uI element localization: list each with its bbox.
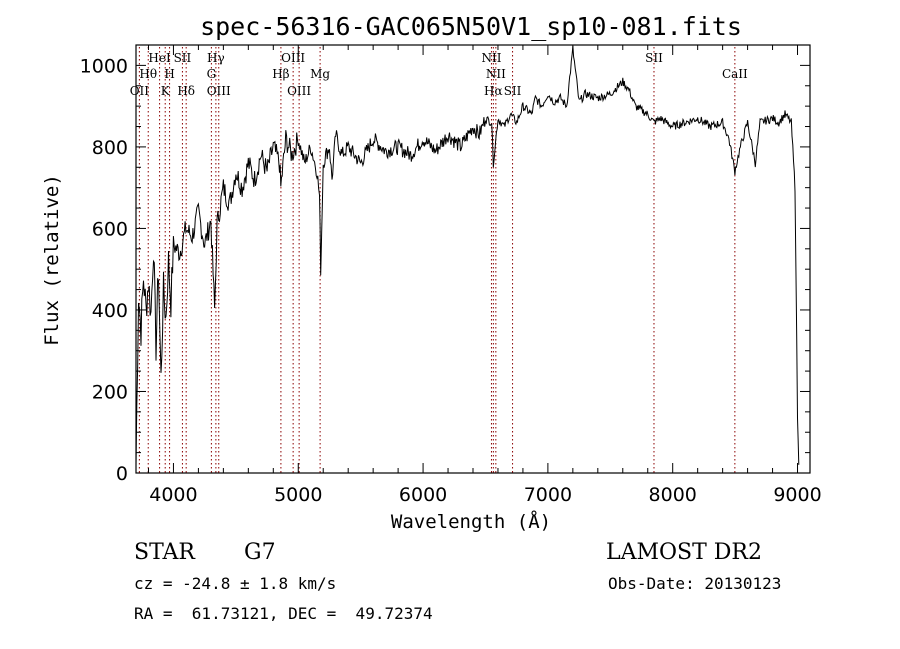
emission-line-label: K xyxy=(161,84,171,98)
emission-line-label: Hα xyxy=(484,84,503,98)
emission-line-label: Hγ xyxy=(207,51,225,65)
x-tick-label: 5000 xyxy=(274,484,322,506)
object-class: STAR xyxy=(134,540,195,565)
y-tick-label: 400 xyxy=(92,300,128,322)
x-tick-label: 8000 xyxy=(649,484,697,506)
emission-line-label: Hβ xyxy=(272,67,289,81)
y-tick-label: 1000 xyxy=(80,55,128,77)
spectrum-line xyxy=(135,45,800,466)
emission-line-label: G xyxy=(207,67,217,81)
emission-line-label: Hθ xyxy=(139,67,157,81)
y-axis-label: Flux (relative) xyxy=(41,174,63,346)
emission-line-label: NII xyxy=(481,51,501,65)
survey-name: LAMOST DR2 xyxy=(606,540,762,565)
emission-line-label: SII xyxy=(504,84,522,98)
emission-line-label: OIII xyxy=(207,84,231,98)
line-labels: OIIHθHeIKHSIIHδHγGOIIIHβOIIIOIIIMgNIINII… xyxy=(130,51,748,98)
y-tick-label: 0 xyxy=(116,463,128,485)
object-subclass: G7 xyxy=(244,540,276,565)
emission-line-label: OII xyxy=(130,84,150,98)
spectrum-series xyxy=(135,45,800,466)
x-tick-label: 7000 xyxy=(524,484,572,506)
emission-line-label: OIII xyxy=(287,84,311,98)
y-tick-label: 800 xyxy=(92,137,128,159)
x-tick-label: 4000 xyxy=(149,484,197,506)
emission-line-label: Hδ xyxy=(177,84,195,98)
coordinates: RA = 61.73121, DEC = 49.72374 xyxy=(134,604,433,623)
emission-lines xyxy=(138,47,736,473)
x-tick-label: 9000 xyxy=(773,484,821,506)
emission-line-label: H xyxy=(164,67,174,81)
y-tick-label: 200 xyxy=(92,381,128,403)
emission-line-label: SII xyxy=(174,51,192,65)
plot-frame xyxy=(135,44,811,474)
obs-date: Obs-Date: 20130123 xyxy=(608,574,782,593)
emission-line-label: SII xyxy=(645,51,663,65)
x-tick-label: 6000 xyxy=(399,484,447,506)
x-axis-label: Wavelength (Å) xyxy=(391,510,551,533)
chart-title: spec-56316-GAC065N50V1_sp10-081.fits xyxy=(200,12,742,41)
emission-line-label: Mg xyxy=(310,67,330,81)
emission-line-label: HeI xyxy=(148,51,171,65)
axis-ticks: 4000 5000 6000 7000 8000 9000 0 200 400 600 800 100… xyxy=(80,45,822,506)
redshift-velocity: cz = -24.8 ± 1.8 km/s xyxy=(134,574,337,593)
emission-line-label: OIII xyxy=(281,51,305,65)
y-tick-label: 600 xyxy=(92,218,128,240)
emission-line-label: NII xyxy=(486,67,506,81)
emission-line-label: CaII xyxy=(722,67,748,81)
